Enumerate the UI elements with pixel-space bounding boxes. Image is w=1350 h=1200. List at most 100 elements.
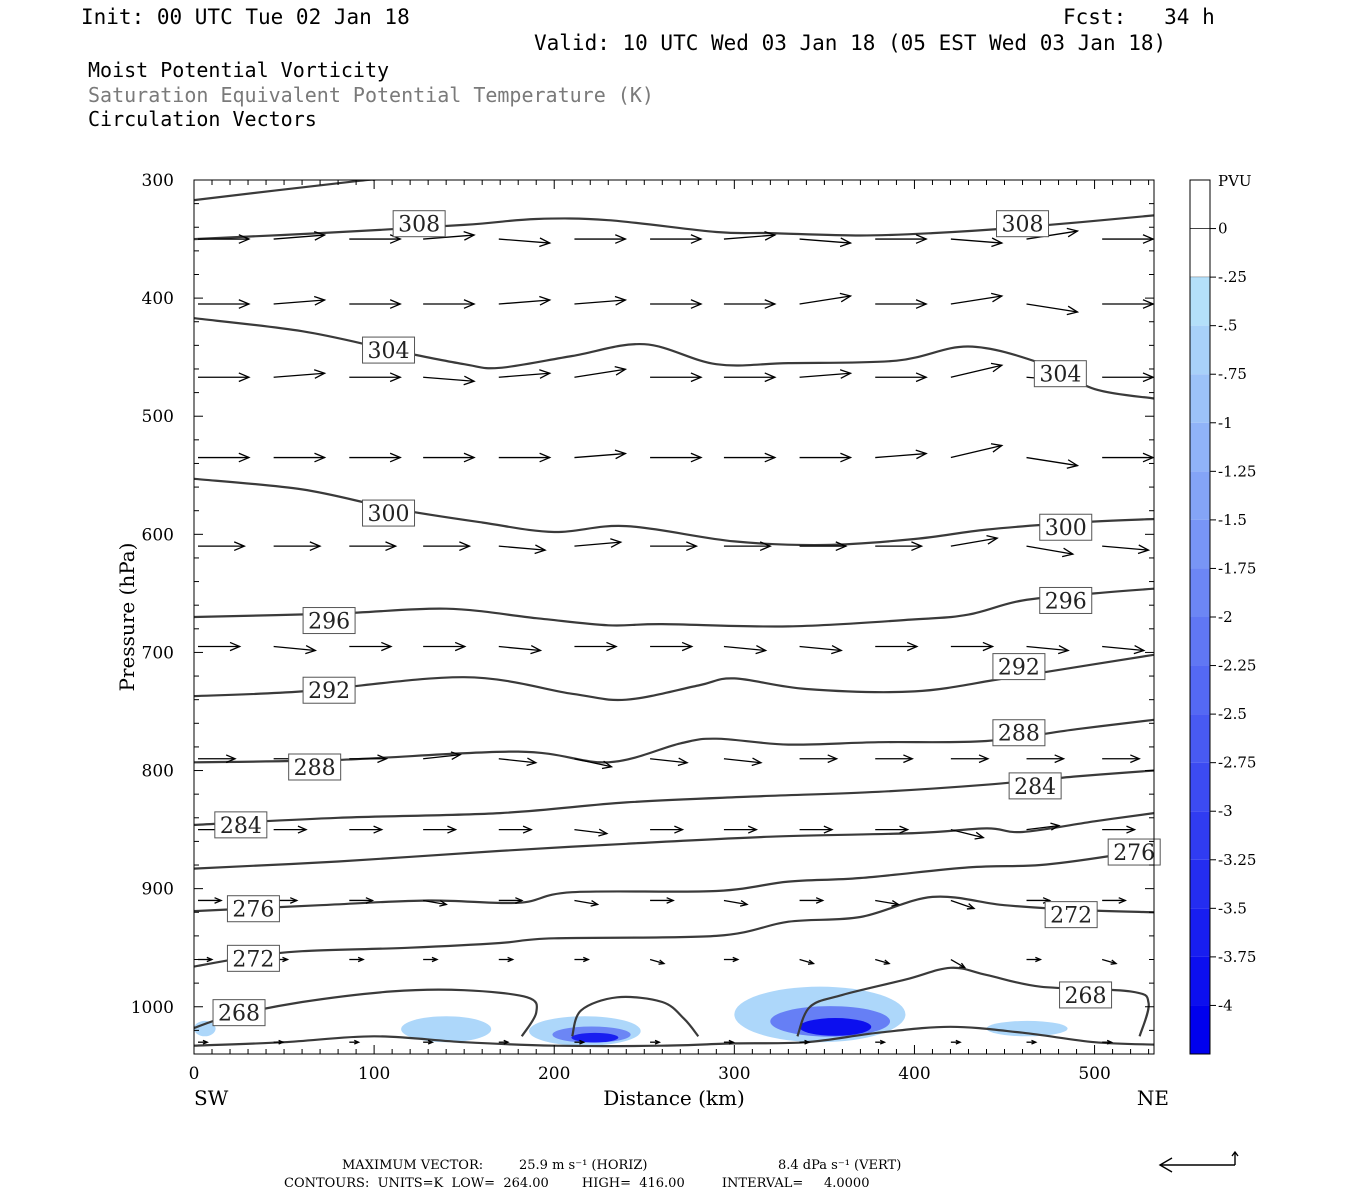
- circulation-vector: [574, 234, 628, 244]
- circulation-vector: [574, 828, 609, 837]
- contour-label-box: [362, 336, 416, 364]
- colorbar-swatch: [1190, 325, 1210, 375]
- circulation-vector: [799, 644, 843, 655]
- contour-label-box: [302, 676, 356, 704]
- contour-label: 304: [1039, 363, 1081, 388]
- circulation-vector: [799, 292, 853, 305]
- circulation-vector: [799, 825, 834, 834]
- circulation-vector: [723, 372, 777, 383]
- contour-info: CONTOURS: UNITS=K LOW= 264.00 HIGH= 416.…: [284, 1176, 870, 1191]
- circulation-vector: [875, 234, 928, 244]
- circulation-vector: [1026, 822, 1061, 831]
- contour-label-box: [212, 999, 266, 1027]
- circulation-vector: [273, 230, 327, 241]
- contour-label: 300: [368, 502, 410, 527]
- circulation-vector: [650, 452, 703, 463]
- contour-line-4: [194, 587, 1154, 628]
- title-theta-es: Saturation Equivalent Potential Temperat…: [88, 83, 654, 107]
- contour-label: 308: [1002, 213, 1044, 238]
- circulation-vector: [1102, 544, 1151, 555]
- colorbar-swatch: [1190, 956, 1210, 1006]
- contour-line-12: [571, 995, 700, 1037]
- circulation-vector: [498, 1039, 510, 1045]
- contour-label-box: [1033, 360, 1087, 388]
- circulation-vector: [349, 541, 398, 552]
- circulation-vector: [650, 825, 685, 834]
- y-tick-label: 400: [142, 289, 174, 309]
- contour-line-3: [194, 477, 1154, 547]
- circulation-vector: [574, 899, 600, 907]
- circulation-vector: [1026, 545, 1075, 558]
- circulation-vector: [273, 452, 327, 463]
- circulation-vector: [1101, 958, 1118, 965]
- colorbar-swatch: [1190, 471, 1210, 520]
- circulation-vector: [723, 1039, 735, 1045]
- colorbar-swatch: [1190, 568, 1210, 617]
- circulation-vector: [650, 641, 694, 652]
- circulation-vectors: [198, 227, 1154, 1045]
- circulation-vector: [723, 956, 740, 963]
- circulation-vector: [273, 369, 327, 379]
- mpv-patch-3-core: [799, 1018, 872, 1036]
- contour-label-box: [1059, 981, 1113, 1009]
- contour-label: 296: [308, 610, 350, 635]
- colorbar-tick-label: -2.75: [1218, 754, 1256, 772]
- contour-label-box: [288, 753, 342, 781]
- contour-label: 284: [1014, 775, 1056, 800]
- x-tick-label: 200: [538, 1064, 570, 1084]
- circulation-vector: [799, 452, 853, 463]
- x-tick-label: 400: [898, 1064, 930, 1084]
- circulation-vector: [1102, 299, 1154, 309]
- circulation-vector: [349, 897, 375, 904]
- contour-label: 304: [368, 339, 410, 364]
- x-tick-label: 300: [718, 1064, 750, 1084]
- colorbar: PVU 0 -.25 -.5 -.75 -1 -1.25 -1.5 -1.75 -2 -2.25 -2…: [1189, 172, 1256, 1055]
- contour-line-10: [194, 895, 1154, 968]
- circulation-vector: [423, 641, 467, 652]
- contour-label-box: [1044, 901, 1098, 929]
- circulation-vector: [650, 1039, 662, 1045]
- circulation-vector: [423, 452, 476, 463]
- circulation-vector: [423, 299, 476, 309]
- circulation-vector: [650, 541, 699, 552]
- forecast-hour: Fcst: 34 h: [1063, 5, 1215, 29]
- circulation-vector: [498, 295, 552, 306]
- circulation-vector: [349, 452, 402, 463]
- circulation-vector: [574, 295, 628, 306]
- circulation-vector: [198, 299, 251, 309]
- mpv-patch-4: [986, 1020, 1068, 1037]
- y-tick-label: 700: [142, 643, 174, 663]
- circulation-vector: [650, 234, 703, 244]
- colorbar-tick-label: -4: [1218, 996, 1233, 1014]
- contour-label-box: [996, 210, 1050, 238]
- circulation-vector: [273, 1039, 285, 1045]
- circulation-vector: [423, 1039, 435, 1045]
- colorbar-swatch: [1190, 811, 1210, 860]
- contour-label-box: [362, 499, 416, 527]
- circulation-vector: [875, 825, 910, 834]
- contour-label: 296: [1045, 589, 1087, 614]
- x-tick-label: 500: [1078, 1064, 1110, 1084]
- contour-label: 276: [1113, 841, 1155, 866]
- circulation-vector: [349, 299, 402, 309]
- colorbar-swatch: [1190, 908, 1210, 957]
- contour-label-box: [226, 895, 280, 923]
- circulation-vector: [723, 541, 772, 552]
- circulation-vector: [423, 751, 462, 760]
- max-vector-horiz: 25.9 m s⁻¹ (HORIZ): [519, 1158, 648, 1173]
- circulation-vector: [273, 825, 308, 834]
- colorbar-tick-label: -3.5: [1218, 899, 1247, 917]
- colorbar-swatch: [1190, 374, 1210, 423]
- colorbar-tick-label: -3.75: [1218, 948, 1256, 966]
- reference-vector-icon: [1158, 1150, 1239, 1173]
- circulation-vector: [423, 541, 472, 552]
- circulation-vector: [498, 369, 552, 379]
- y-tick-label: 900: [142, 880, 174, 900]
- circulation-vector: [875, 754, 914, 764]
- circulation-vector: [349, 641, 393, 652]
- contour-label: 300: [1045, 516, 1087, 541]
- circulation-vector: [950, 828, 985, 840]
- circulation-vector: [273, 541, 322, 552]
- contour-label-box: [992, 653, 1046, 681]
- circulation-vector: [875, 299, 928, 309]
